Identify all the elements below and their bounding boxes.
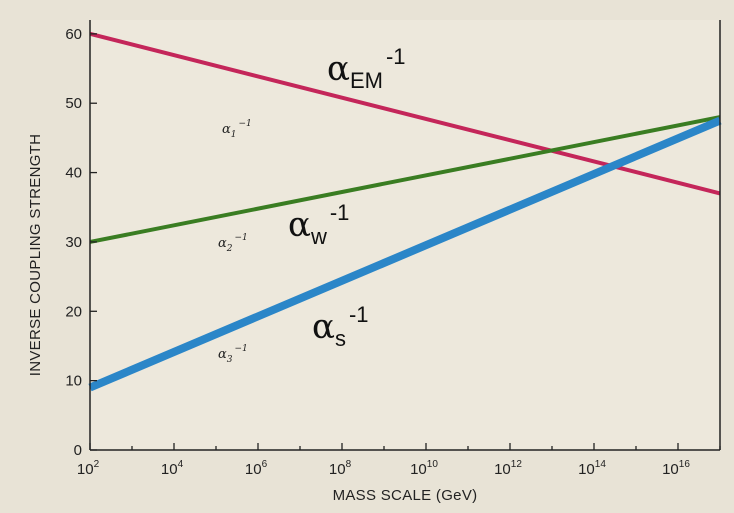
big-label-greek: α bbox=[288, 205, 311, 245]
y-tick-label: 60 bbox=[65, 26, 82, 43]
plot-area bbox=[90, 20, 720, 450]
y-tick-label: 30 bbox=[65, 234, 82, 251]
small-label-alpha2: α2−1 bbox=[218, 233, 248, 254]
x-tick-base: 10 bbox=[329, 461, 346, 478]
x-tick-exponent: 8 bbox=[346, 459, 352, 470]
x-tick-label: 104 bbox=[161, 459, 184, 478]
small-label-sup: −1 bbox=[239, 119, 252, 129]
x-tick-label: 102 bbox=[77, 459, 100, 478]
x-tick-exponent: 4 bbox=[178, 459, 184, 470]
big-label-alpha3: αs-1 bbox=[312, 302, 369, 351]
y-tick-label: 40 bbox=[65, 165, 82, 182]
x-tick-exponent: 2 bbox=[94, 459, 100, 470]
big-label-greek: α bbox=[327, 49, 350, 89]
big-label-sub: s bbox=[335, 326, 346, 351]
big-label-alpha2: αw-1 bbox=[288, 200, 349, 249]
x-tick-base: 10 bbox=[494, 461, 511, 478]
x-tick-exponent: 16 bbox=[679, 459, 691, 470]
series-line-alpha3 bbox=[88, 116, 722, 392]
big-label-sup: -1 bbox=[386, 44, 406, 69]
small-label-greek: α bbox=[218, 347, 227, 362]
x-tick-exponent: 10 bbox=[427, 459, 439, 470]
y-tick-label: 0 bbox=[74, 442, 82, 459]
x-tick-base: 10 bbox=[161, 461, 178, 478]
y-tick-label: 10 bbox=[65, 373, 82, 390]
small-label-sub: 1 bbox=[231, 130, 237, 140]
x-tick-base: 10 bbox=[245, 461, 262, 478]
axes-layer bbox=[89, 20, 721, 451]
x-tick-exponent: 12 bbox=[511, 459, 523, 470]
small-label-sub: 3 bbox=[227, 355, 233, 365]
big-label-sub: w bbox=[310, 224, 327, 249]
x-tick-label: 108 bbox=[329, 459, 352, 478]
x-tick-exponent: 6 bbox=[262, 459, 268, 470]
small-label-greek: α bbox=[222, 122, 231, 137]
x-tick-label: 1012 bbox=[494, 459, 522, 478]
x-axis-title: MASS SCALE (GeV) bbox=[333, 487, 478, 504]
small-label-sup: −1 bbox=[235, 233, 248, 243]
series-layer bbox=[88, 31, 722, 392]
x-tick-base: 10 bbox=[77, 461, 94, 478]
small-label-greek: α bbox=[218, 236, 227, 251]
big-label-alpha1: αEM-1 bbox=[327, 44, 406, 93]
x-tick-exponent: 14 bbox=[595, 459, 607, 470]
x-tick-label: 1014 bbox=[578, 459, 606, 478]
big-label-sup: -1 bbox=[330, 200, 350, 225]
small-label-alpha1: α1−1 bbox=[222, 119, 252, 140]
big-label-sub: EM bbox=[350, 68, 383, 93]
x-tick-base: 10 bbox=[410, 461, 427, 478]
big-label-greek: α bbox=[312, 307, 335, 347]
x-tick-label: 106 bbox=[245, 459, 268, 478]
small-label-alpha3: α3−1 bbox=[218, 344, 248, 365]
x-tick-base: 10 bbox=[578, 461, 595, 478]
small-label-sup: −1 bbox=[235, 344, 248, 354]
x-tick-label: 1010 bbox=[410, 459, 438, 478]
y-tick-label: 50 bbox=[65, 95, 82, 112]
series-line-alpha2 bbox=[89, 115, 721, 244]
big-label-sup: -1 bbox=[349, 302, 369, 327]
y-tick-label: 20 bbox=[65, 303, 82, 320]
x-tick-base: 10 bbox=[662, 461, 679, 478]
small-label-sub: 2 bbox=[226, 244, 233, 254]
y-axis-title: INVERSE COUPLING STRENGTH bbox=[27, 134, 44, 377]
x-tick-label: 1016 bbox=[662, 459, 690, 478]
